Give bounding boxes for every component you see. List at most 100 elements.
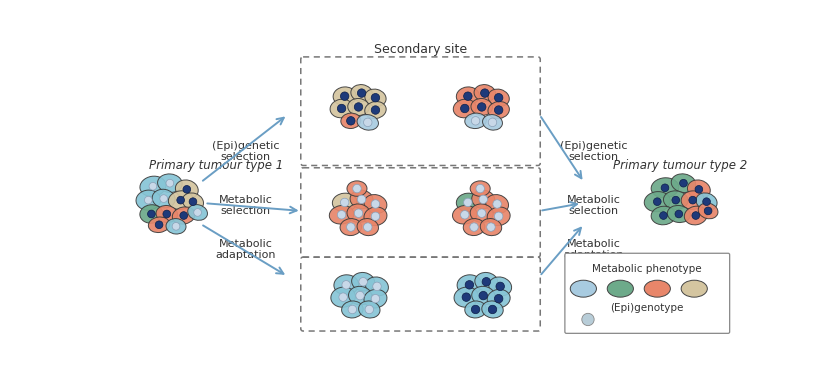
Ellipse shape bbox=[471, 99, 492, 115]
Circle shape bbox=[495, 106, 503, 114]
Ellipse shape bbox=[482, 115, 502, 130]
Ellipse shape bbox=[456, 87, 479, 105]
Ellipse shape bbox=[487, 290, 510, 308]
Ellipse shape bbox=[465, 301, 486, 318]
Text: (Epi)genotype: (Epi)genotype bbox=[611, 302, 684, 313]
Ellipse shape bbox=[681, 280, 708, 297]
Ellipse shape bbox=[340, 218, 361, 235]
Circle shape bbox=[488, 305, 497, 314]
Circle shape bbox=[160, 195, 168, 203]
Circle shape bbox=[659, 212, 667, 219]
Ellipse shape bbox=[331, 287, 355, 307]
Ellipse shape bbox=[645, 192, 670, 212]
Circle shape bbox=[341, 198, 349, 207]
Ellipse shape bbox=[364, 89, 386, 106]
Circle shape bbox=[353, 184, 361, 193]
Ellipse shape bbox=[140, 205, 163, 223]
Circle shape bbox=[482, 277, 491, 286]
Circle shape bbox=[371, 294, 380, 303]
Ellipse shape bbox=[480, 218, 502, 235]
Circle shape bbox=[355, 291, 364, 300]
Circle shape bbox=[337, 104, 346, 113]
Circle shape bbox=[180, 212, 188, 219]
Circle shape bbox=[172, 223, 180, 230]
Text: (Epi)genetic
selection: (Epi)genetic selection bbox=[211, 141, 279, 163]
Ellipse shape bbox=[140, 176, 166, 197]
Ellipse shape bbox=[570, 280, 596, 297]
Circle shape bbox=[144, 196, 152, 204]
Circle shape bbox=[371, 200, 380, 208]
Ellipse shape bbox=[364, 101, 387, 119]
Ellipse shape bbox=[359, 301, 380, 318]
Circle shape bbox=[471, 305, 480, 314]
Ellipse shape bbox=[172, 207, 195, 224]
Circle shape bbox=[479, 195, 487, 204]
Ellipse shape bbox=[475, 273, 498, 291]
Circle shape bbox=[163, 210, 170, 218]
Text: Metabolic
adaptation: Metabolic adaptation bbox=[215, 239, 275, 260]
Circle shape bbox=[357, 195, 366, 204]
Ellipse shape bbox=[489, 277, 512, 296]
Circle shape bbox=[477, 209, 486, 217]
Ellipse shape bbox=[685, 206, 708, 225]
Ellipse shape bbox=[681, 191, 704, 209]
Ellipse shape bbox=[188, 204, 207, 220]
Circle shape bbox=[177, 196, 184, 204]
Circle shape bbox=[581, 313, 594, 325]
Ellipse shape bbox=[651, 206, 676, 225]
Ellipse shape bbox=[607, 280, 633, 297]
Ellipse shape bbox=[486, 195, 509, 214]
Circle shape bbox=[464, 92, 472, 101]
Circle shape bbox=[357, 89, 366, 98]
Ellipse shape bbox=[152, 189, 175, 208]
Circle shape bbox=[680, 179, 687, 187]
Ellipse shape bbox=[687, 180, 710, 199]
Ellipse shape bbox=[148, 217, 170, 232]
Circle shape bbox=[364, 223, 372, 231]
Circle shape bbox=[346, 116, 355, 125]
Circle shape bbox=[341, 92, 349, 101]
Ellipse shape bbox=[454, 287, 478, 307]
Circle shape bbox=[479, 291, 487, 300]
Text: Metabolic
adaptation: Metabolic adaptation bbox=[563, 239, 623, 260]
Circle shape bbox=[147, 210, 156, 218]
Ellipse shape bbox=[347, 204, 370, 223]
Circle shape bbox=[194, 209, 201, 216]
Ellipse shape bbox=[166, 218, 186, 234]
Ellipse shape bbox=[183, 193, 203, 211]
Ellipse shape bbox=[456, 193, 479, 212]
Ellipse shape bbox=[351, 85, 373, 102]
Circle shape bbox=[359, 277, 368, 286]
Ellipse shape bbox=[470, 181, 491, 196]
Circle shape bbox=[661, 184, 669, 192]
Ellipse shape bbox=[333, 193, 357, 212]
Circle shape bbox=[471, 116, 480, 125]
Circle shape bbox=[355, 103, 363, 111]
Ellipse shape bbox=[349, 287, 372, 305]
Ellipse shape bbox=[342, 301, 363, 318]
Ellipse shape bbox=[357, 218, 378, 235]
Circle shape bbox=[342, 280, 351, 289]
Ellipse shape bbox=[465, 113, 486, 129]
Circle shape bbox=[692, 212, 699, 219]
Ellipse shape bbox=[365, 277, 388, 296]
Ellipse shape bbox=[663, 191, 688, 209]
Ellipse shape bbox=[347, 181, 367, 196]
Circle shape bbox=[495, 93, 503, 102]
Ellipse shape bbox=[696, 193, 717, 211]
Circle shape bbox=[371, 212, 380, 220]
Circle shape bbox=[465, 280, 473, 289]
Circle shape bbox=[183, 186, 191, 193]
Ellipse shape bbox=[453, 99, 477, 118]
Circle shape bbox=[486, 223, 495, 231]
Circle shape bbox=[156, 221, 163, 229]
Circle shape bbox=[481, 89, 489, 98]
Circle shape bbox=[364, 118, 372, 127]
Ellipse shape bbox=[364, 195, 387, 214]
Circle shape bbox=[371, 106, 380, 114]
Text: Metabolic
selection: Metabolic selection bbox=[567, 195, 620, 216]
Circle shape bbox=[337, 211, 346, 219]
Ellipse shape bbox=[157, 174, 182, 192]
Ellipse shape bbox=[470, 204, 493, 223]
Ellipse shape bbox=[482, 301, 503, 318]
